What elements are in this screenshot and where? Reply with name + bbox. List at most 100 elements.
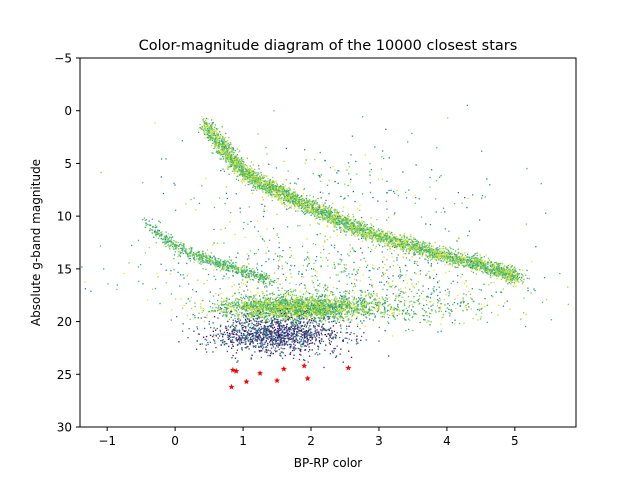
star-point bbox=[145, 222, 147, 224]
star-point bbox=[239, 173, 241, 175]
star-point bbox=[354, 219, 357, 221]
star-point bbox=[292, 200, 295, 202]
star-point bbox=[276, 192, 278, 194]
star-point bbox=[398, 239, 400, 241]
star-point bbox=[371, 235, 373, 238]
star-point bbox=[477, 266, 479, 268]
star-point bbox=[335, 216, 337, 218]
star-point bbox=[346, 221, 348, 223]
star-point bbox=[470, 264, 472, 266]
star-point bbox=[509, 268, 511, 270]
star-point bbox=[486, 270, 488, 272]
star-point bbox=[375, 235, 378, 238]
star-point bbox=[490, 276, 492, 278]
star-point bbox=[486, 262, 488, 264]
star-point bbox=[369, 228, 372, 230]
star-point bbox=[217, 127, 219, 130]
star-point bbox=[281, 191, 283, 193]
star-point bbox=[287, 187, 290, 189]
star-point bbox=[430, 249, 432, 251]
star-point bbox=[445, 258, 448, 260]
star-point bbox=[234, 167, 236, 169]
star-point bbox=[206, 133, 209, 135]
star-point bbox=[177, 256, 179, 258]
star-point bbox=[197, 258, 199, 260]
star-point bbox=[215, 135, 217, 137]
star-point bbox=[230, 267, 232, 269]
star-point bbox=[329, 211, 331, 213]
star-point bbox=[483, 267, 485, 269]
star-point bbox=[190, 248, 192, 250]
star-point bbox=[266, 187, 268, 189]
star-point bbox=[509, 270, 511, 273]
star-point bbox=[216, 152, 219, 154]
star-point bbox=[222, 263, 225, 265]
star-point bbox=[409, 246, 411, 248]
star-point bbox=[214, 260, 217, 263]
star-point bbox=[476, 257, 478, 259]
star-point bbox=[251, 180, 253, 182]
star-point bbox=[353, 226, 355, 228]
star-point bbox=[262, 180, 264, 182]
star-point bbox=[168, 240, 171, 242]
star-point bbox=[275, 196, 277, 198]
star-point bbox=[446, 251, 448, 254]
star-point bbox=[338, 224, 340, 226]
star-point bbox=[219, 270, 222, 272]
star-point bbox=[234, 170, 237, 172]
star-point bbox=[357, 225, 359, 227]
star-point bbox=[351, 229, 354, 231]
star-point bbox=[253, 276, 255, 279]
star-point bbox=[192, 252, 195, 254]
star-point bbox=[499, 270, 502, 272]
star-point bbox=[423, 243, 426, 245]
star-point bbox=[157, 237, 160, 239]
star-point bbox=[340, 229, 342, 231]
star-point bbox=[384, 233, 386, 236]
star-point bbox=[499, 269, 502, 271]
star-point bbox=[319, 208, 321, 211]
star-point bbox=[215, 151, 218, 153]
star-point bbox=[428, 252, 430, 254]
star-point bbox=[391, 239, 393, 241]
star-point bbox=[249, 278, 252, 281]
star-point bbox=[495, 273, 497, 275]
star-point bbox=[496, 275, 498, 277]
star-point bbox=[471, 266, 473, 268]
star-point bbox=[336, 213, 338, 215]
star-point bbox=[434, 241, 436, 244]
star-point bbox=[318, 208, 320, 210]
star-point bbox=[443, 251, 445, 253]
star-point bbox=[321, 218, 324, 220]
star-point bbox=[266, 192, 268, 194]
star-point bbox=[431, 254, 433, 256]
star-point bbox=[238, 165, 240, 168]
star-point bbox=[449, 256, 452, 258]
star-point bbox=[440, 252, 442, 255]
star-point bbox=[291, 199, 293, 201]
star-point bbox=[364, 228, 366, 230]
star-point bbox=[206, 261, 208, 263]
star-point bbox=[228, 147, 230, 149]
star-point bbox=[440, 250, 443, 253]
star-point bbox=[310, 211, 312, 213]
star-point bbox=[227, 155, 229, 157]
star-point bbox=[238, 151, 240, 153]
star-point bbox=[240, 162, 242, 164]
star-point bbox=[211, 128, 213, 130]
star-point bbox=[328, 212, 331, 214]
star-point bbox=[490, 268, 492, 270]
star-point bbox=[204, 256, 207, 258]
star-point bbox=[244, 164, 246, 166]
star-point bbox=[214, 138, 216, 141]
star-point bbox=[473, 265, 475, 267]
star-point bbox=[237, 170, 240, 172]
star-point bbox=[332, 221, 335, 223]
star-point bbox=[339, 217, 341, 219]
star-point bbox=[391, 241, 393, 243]
star-point bbox=[272, 180, 275, 183]
star-point bbox=[506, 277, 508, 279]
star-point bbox=[306, 205, 308, 207]
star-point bbox=[247, 181, 249, 183]
star-point bbox=[228, 154, 230, 156]
